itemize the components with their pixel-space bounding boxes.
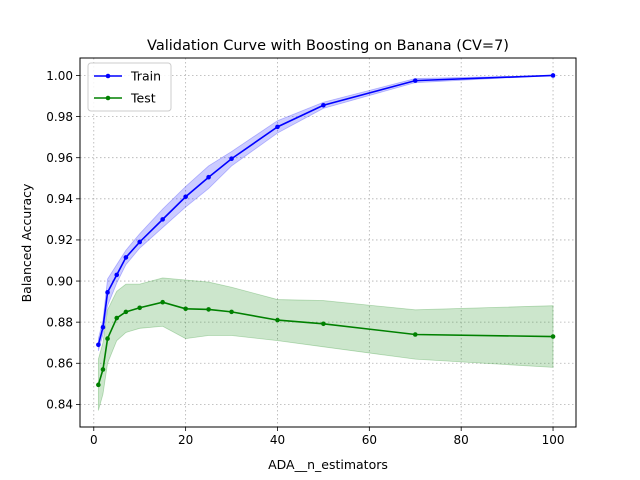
legend-train-marker xyxy=(105,73,111,79)
series-lines xyxy=(97,74,554,386)
x-tick-label: 20 xyxy=(178,433,193,447)
test-point xyxy=(100,367,106,372)
train-line xyxy=(97,74,554,345)
x-tick-label: 0 xyxy=(90,433,98,447)
train-point xyxy=(321,102,326,108)
y-tick-label: 0.88 xyxy=(46,315,73,329)
x-axis-ticks: 0 20 40 60 80 100 xyxy=(90,427,565,447)
y-tick-label: 0.96 xyxy=(46,151,73,165)
train-point xyxy=(105,290,110,295)
test-line xyxy=(97,301,554,386)
train-point xyxy=(412,78,418,83)
test-point xyxy=(160,299,165,305)
y-tick-label: 0.94 xyxy=(46,192,73,206)
train-point xyxy=(206,174,211,180)
series-points xyxy=(96,73,556,388)
test-std-band xyxy=(97,277,554,411)
train-point xyxy=(123,255,129,260)
train-point xyxy=(229,156,234,162)
y-axis-ticks: 0.84 0.86 0.88 0.90 0.92 0.94 0.96 0.98 1.00 xyxy=(46,69,80,412)
y-tick-label: 1.00 xyxy=(46,69,73,83)
train-point xyxy=(100,324,106,330)
train-point xyxy=(550,73,556,78)
test-point xyxy=(137,305,143,311)
legend-train-label: Train xyxy=(130,69,161,84)
x-tick-label: 60 xyxy=(362,433,377,447)
train-point xyxy=(183,194,188,200)
legend-test-marker xyxy=(105,95,111,101)
x-axis-label: ADA__n_estimators xyxy=(268,457,388,472)
train-point xyxy=(275,124,280,130)
test-point xyxy=(229,309,234,315)
legend-test-label: Test xyxy=(130,91,156,106)
x-tick-label: 100 xyxy=(542,433,565,447)
y-tick-label: 0.84 xyxy=(46,398,73,412)
test-point xyxy=(412,332,418,337)
plot-frame xyxy=(79,57,577,428)
y-tick-label: 0.90 xyxy=(46,274,73,288)
test-point xyxy=(550,334,556,339)
test-point xyxy=(275,317,280,323)
test-point xyxy=(105,336,110,341)
y-tick-label: 0.86 xyxy=(46,357,73,371)
test-point xyxy=(321,321,326,327)
grid-lines xyxy=(80,58,576,427)
test-point xyxy=(206,307,211,312)
x-tick-label: 80 xyxy=(454,433,469,447)
train-point xyxy=(137,239,143,245)
test-point xyxy=(123,309,129,315)
test-point xyxy=(183,306,188,312)
y-tick-label: 0.92 xyxy=(46,233,73,247)
test-point xyxy=(114,315,120,321)
train-point xyxy=(114,272,120,278)
legend: Train Test xyxy=(87,62,172,112)
train-point xyxy=(160,217,165,222)
chart-title: Validation Curve with Boosting on Banana… xyxy=(147,38,509,54)
confidence-bands xyxy=(97,75,554,411)
train-point xyxy=(96,342,101,348)
y-tick-label: 0.98 xyxy=(46,110,73,124)
test-point xyxy=(96,382,101,388)
train-std-band xyxy=(97,75,554,352)
y-axis-label: Balanced Accuracy xyxy=(19,183,34,302)
x-tick-label: 40 xyxy=(270,433,285,447)
